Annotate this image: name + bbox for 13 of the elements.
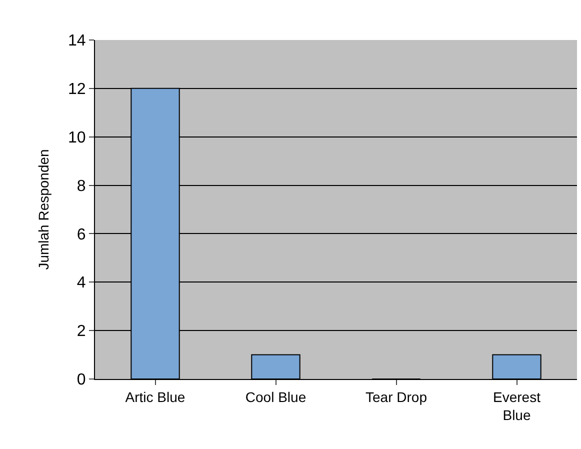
- y-tick-label: 12: [68, 81, 86, 98]
- x-tick-label: Tear Drop: [366, 388, 428, 405]
- y-tick-label: 6: [76, 226, 86, 244]
- x-tick-label: Artic Blue: [125, 388, 186, 405]
- y-tick-label: 2: [76, 323, 86, 340]
- y-tick-label: 14: [68, 32, 86, 50]
- y-tick-label: 8: [76, 178, 86, 195]
- x-tick-label: Everest Blue: [493, 388, 541, 423]
- y-tick-label: 0: [76, 372, 86, 389]
- y-tick-label: 4: [76, 274, 86, 292]
- x-tick-label: Cool Blue: [245, 388, 306, 405]
- y-tick-label: 10: [68, 129, 86, 146]
- y-axis-title: Jumlah Responden: [36, 149, 52, 270]
